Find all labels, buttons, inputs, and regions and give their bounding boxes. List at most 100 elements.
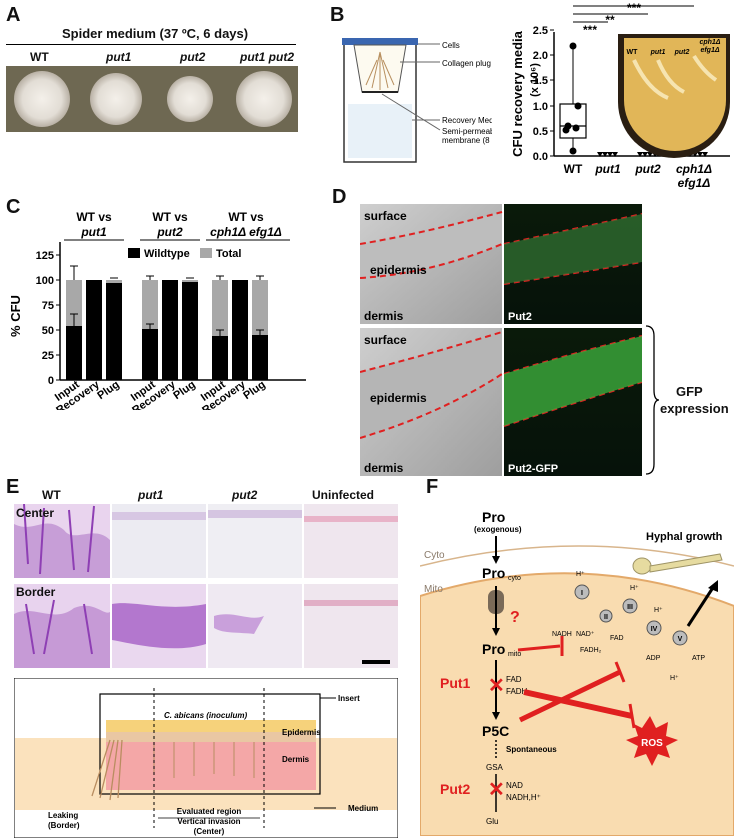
f-adp: ADP xyxy=(646,655,661,662)
f-question: ? xyxy=(510,609,520,626)
e-col-wt: WT xyxy=(42,488,61,502)
f-hplus-4: H⁺ xyxy=(670,675,679,682)
legend-total: Total xyxy=(216,248,241,260)
plate-label-wt: WT xyxy=(627,49,639,56)
panel-a-label: A xyxy=(6,4,21,26)
skin-model-schematic: Insert C. abicans (inoculum) Epidermis D… xyxy=(14,678,398,838)
group-3-title: WT vs xyxy=(228,210,264,224)
d-top-dermis: dermis xyxy=(364,309,404,323)
d-bottom-dermis: dermis xyxy=(364,461,404,475)
f-nad: NAD xyxy=(506,781,523,790)
skin-micrographs: surface epidermis dermis surface epiderm… xyxy=(360,204,642,476)
c-ytick-75: 75 xyxy=(42,300,54,312)
f-complex-2: II xyxy=(604,614,608,621)
c-ylabel: % CFU xyxy=(8,295,23,337)
panel-d-label: D xyxy=(332,186,347,208)
cfu-xtick-put2: put2 xyxy=(634,162,661,176)
sig-cph1-efg1: *** xyxy=(627,1,641,15)
transwell-diagram: Cells Collagen plug Recovery Media Semi-… xyxy=(342,38,492,163)
strain-label-put1-put2: put1 put2 xyxy=(240,50,294,64)
strain-label-put1: put1 xyxy=(106,50,132,64)
f-nadh: NADH,H⁺ xyxy=(506,793,541,802)
e-col-put1: put1 xyxy=(138,488,164,502)
cfu-ylabel: CFU recovery media xyxy=(510,30,525,156)
c-xcat-plug-1: Plug xyxy=(95,379,121,403)
c-xcat-plug-3: Plug xyxy=(241,379,267,403)
f-hplus-1: H⁺ xyxy=(576,571,585,578)
f-p5c: P5C xyxy=(482,723,509,739)
group-3-subtitle: cph1Δ efg1Δ xyxy=(210,225,282,239)
schematic-vertical: Vertical invasion xyxy=(177,817,240,826)
f-mito-sub: mito xyxy=(508,651,521,658)
cfu-boxplot: CFU recovery media (x 10⁶) 0.0 0.5 1.0 1… xyxy=(510,1,730,190)
gfp-brace xyxy=(645,325,660,475)
f-cyto: Cyto xyxy=(424,550,445,561)
strain-label-put2: put2 xyxy=(180,50,206,64)
colony-put1 xyxy=(90,73,142,125)
f-hyphal: Hyphal growth xyxy=(646,531,723,543)
f-hplus-2: H⁺ xyxy=(630,585,639,592)
f-glu: Glu xyxy=(486,817,498,826)
f-put2: Put2 xyxy=(440,781,471,797)
f-ros: ROS xyxy=(641,738,663,749)
cfu-xtick-wt: WT xyxy=(564,162,583,176)
cfu-ytick-5: 2.5 xyxy=(533,25,548,37)
f-fad: FAD xyxy=(506,675,522,684)
svg-text:✕: ✕ xyxy=(488,779,505,801)
cfu-ytick-4: 2.0 xyxy=(533,50,548,62)
cfu-ytick-2: 1.0 xyxy=(533,101,548,113)
c-ytick-25: 25 xyxy=(42,350,54,362)
e-row-center: Center xyxy=(16,506,55,520)
f-put1: Put1 xyxy=(440,675,471,691)
cfu-xtick-put1: put1 xyxy=(594,162,621,176)
f-nadplus-c: NAD⁺ xyxy=(576,631,595,638)
f-pro-cyto: Pro xyxy=(482,565,505,581)
f-complex-4: IV xyxy=(651,626,658,633)
colony-photo xyxy=(6,66,298,132)
panel-e-label: E xyxy=(6,476,20,498)
f-complex-5: V xyxy=(678,636,683,643)
sig-put2: ** xyxy=(605,13,615,27)
legend-wildtype: Wildtype xyxy=(144,248,190,260)
group-1-title: WT vs xyxy=(76,210,112,224)
diagram-label-membrane: Semi-permeable xyxy=(442,127,492,136)
d-fluor-put2-gfp: Put2-GFP xyxy=(508,463,558,475)
f-mito: Mito xyxy=(424,584,443,595)
f-fadh2: FADH₂ xyxy=(506,687,530,696)
c-ytick-100: 100 xyxy=(36,275,54,287)
group-2-subtitle: put2 xyxy=(156,225,183,239)
schematic-center: (Center) xyxy=(194,827,225,836)
plate-label-cph1: cph1Δ xyxy=(699,39,720,46)
cfu-xtick-efg1: efg1Δ xyxy=(678,176,711,190)
schematic-epidermis: Epidermis xyxy=(282,728,321,737)
cfu-xtick-cph1: cph1Δ xyxy=(676,162,712,176)
cfu-stacked-bar-chart: WT vs put1 WT vs put2 WT vs cph1Δ efg1Δ … xyxy=(8,210,306,410)
schematic-inoculum: C. abicans (inoculum) xyxy=(164,711,247,720)
f-hplus-3: H⁺ xyxy=(654,607,663,614)
diagram-label-cells: Cells xyxy=(442,41,460,50)
c-xcat-plug-2: Plug xyxy=(171,379,197,403)
schematic-dermis: Dermis xyxy=(282,755,310,764)
panel-a-title: Spider medium (37 ºC, 6 days) xyxy=(62,26,249,41)
histology-grid xyxy=(14,504,398,668)
schematic-leaking: Leaking xyxy=(48,811,78,820)
diagram-label-plug: Collagen plug xyxy=(442,59,491,68)
f-complex-1: I xyxy=(581,590,583,597)
d-bottom-surface: surface xyxy=(364,333,407,347)
cfu-ytick-0: 0.0 xyxy=(533,151,548,163)
strain-label-wt: WT xyxy=(30,50,49,64)
sig-put1: *** xyxy=(583,23,597,37)
proline-pathway-diagram: Cyto Mito Pro (exogenous) Pro cyto ? Pro… xyxy=(420,509,734,836)
schematic-medium: Medium xyxy=(348,804,378,813)
f-fad-c: FAD xyxy=(610,635,624,642)
f-exogenous: (exogenous) xyxy=(474,525,522,534)
plate-label-put1: put1 xyxy=(650,49,666,56)
e-col-put2: put2 xyxy=(232,488,258,502)
d-top-epidermis: epidermis xyxy=(370,263,427,277)
f-atp: ATP xyxy=(692,655,705,662)
cfu-ytick-1: 0.5 xyxy=(533,126,548,138)
d-brace-expression: expression xyxy=(660,401,729,416)
schematic-border: (Border) xyxy=(48,821,80,830)
svg-text:✕: ✕ xyxy=(488,675,505,697)
d-fluor-put2: Put2 xyxy=(508,311,532,323)
